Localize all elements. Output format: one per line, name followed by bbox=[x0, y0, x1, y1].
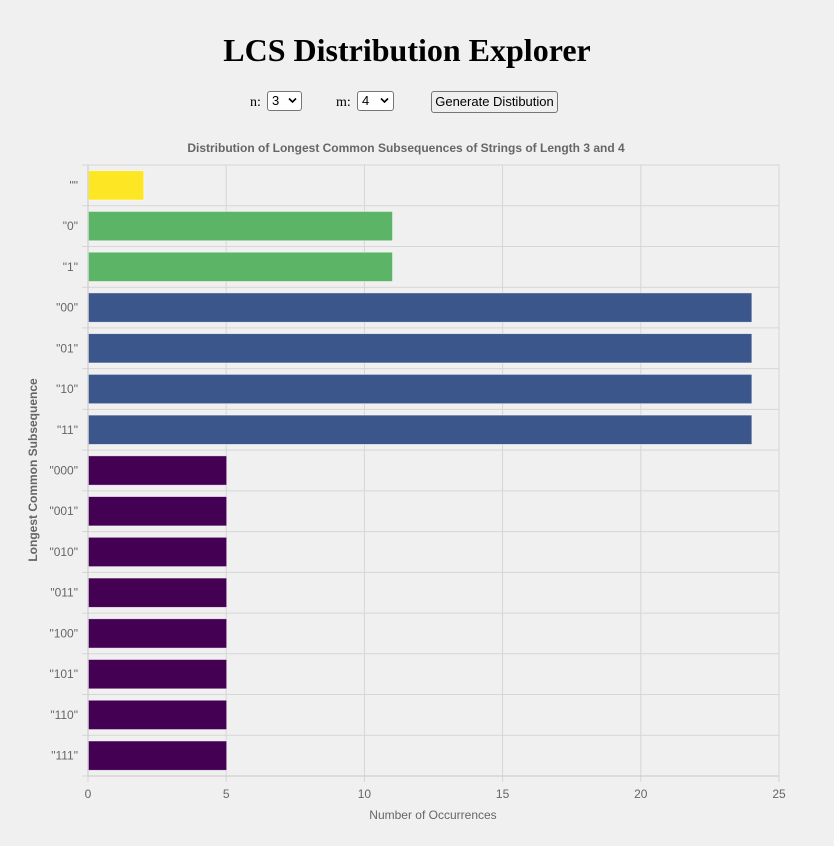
y-tick-label: "1" bbox=[63, 260, 78, 274]
m-select-value: 4 bbox=[362, 93, 370, 108]
bar-7 bbox=[88, 455, 228, 486]
bars-layer bbox=[88, 170, 753, 771]
bar-2 bbox=[88, 251, 393, 282]
bar-13 bbox=[88, 699, 228, 730]
n-label: n: bbox=[250, 95, 261, 110]
y-tick-label: "01" bbox=[56, 341, 78, 355]
bar-10 bbox=[88, 577, 228, 608]
page-title: LCS Distribution Explorer bbox=[223, 32, 591, 68]
y-tick-label: "0" bbox=[63, 219, 78, 233]
x-tick-label: 5 bbox=[223, 787, 230, 801]
bar-11 bbox=[88, 618, 228, 649]
bar-5 bbox=[88, 373, 753, 405]
generate-distribution-button[interactable]: Generate Distibution bbox=[431, 91, 558, 113]
x-tick-label: 10 bbox=[358, 787, 372, 801]
y-tick-label: "100" bbox=[49, 626, 78, 640]
chart-title: Distribution of Longest Common Subsequen… bbox=[187, 141, 625, 155]
n-select[interactable]: 3 bbox=[267, 91, 302, 111]
m-label: m: bbox=[336, 95, 351, 110]
y-tick-label: "001" bbox=[49, 504, 78, 518]
bar-4 bbox=[88, 333, 753, 364]
y-tick-label: "11" bbox=[57, 423, 78, 437]
bar-3 bbox=[88, 292, 753, 323]
bar-9 bbox=[88, 536, 228, 568]
y-tick-label: "" bbox=[69, 178, 78, 192]
bar-1 bbox=[88, 211, 393, 242]
controls-bar: n: 3 m: 4 Generate Distibution bbox=[0, 91, 834, 115]
bar-12 bbox=[88, 659, 228, 690]
n-select-value: 3 bbox=[272, 93, 280, 108]
y-tick-label: "10" bbox=[56, 382, 78, 396]
y-tick-label: "011" bbox=[50, 586, 78, 600]
bar-6 bbox=[88, 414, 753, 445]
x-tick-label: 0 bbox=[85, 787, 92, 801]
lcs-bar-chart: Distribution of Longest Common Subsequen… bbox=[26, 141, 786, 822]
chevron-down-icon bbox=[288, 97, 297, 104]
y-tick-label: "111" bbox=[51, 749, 78, 763]
x-axis-label: Number of Occurrences bbox=[369, 808, 496, 822]
bar-0 bbox=[88, 170, 145, 201]
y-tick-label: "00" bbox=[56, 301, 78, 315]
axis-layer: 0 5 10 15 20 25 "" "0" "1" "00" "01" "10" "11" "000" "… bbox=[49, 165, 786, 801]
x-tick-label: 20 bbox=[634, 787, 648, 801]
chevron-down-icon bbox=[380, 97, 389, 104]
m-select[interactable]: 4 bbox=[357, 91, 394, 111]
bar-8 bbox=[88, 496, 228, 527]
x-tick-label: 15 bbox=[496, 787, 510, 801]
bar-14 bbox=[88, 740, 228, 771]
y-tick-label: "010" bbox=[49, 545, 78, 559]
y-tick-label: "101" bbox=[49, 667, 78, 681]
y-axis-label: Longest Common Subsequence bbox=[26, 378, 40, 562]
y-tick-label: "110" bbox=[50, 708, 78, 722]
y-tick-label: "000" bbox=[49, 464, 78, 478]
x-tick-label: 25 bbox=[772, 787, 786, 801]
